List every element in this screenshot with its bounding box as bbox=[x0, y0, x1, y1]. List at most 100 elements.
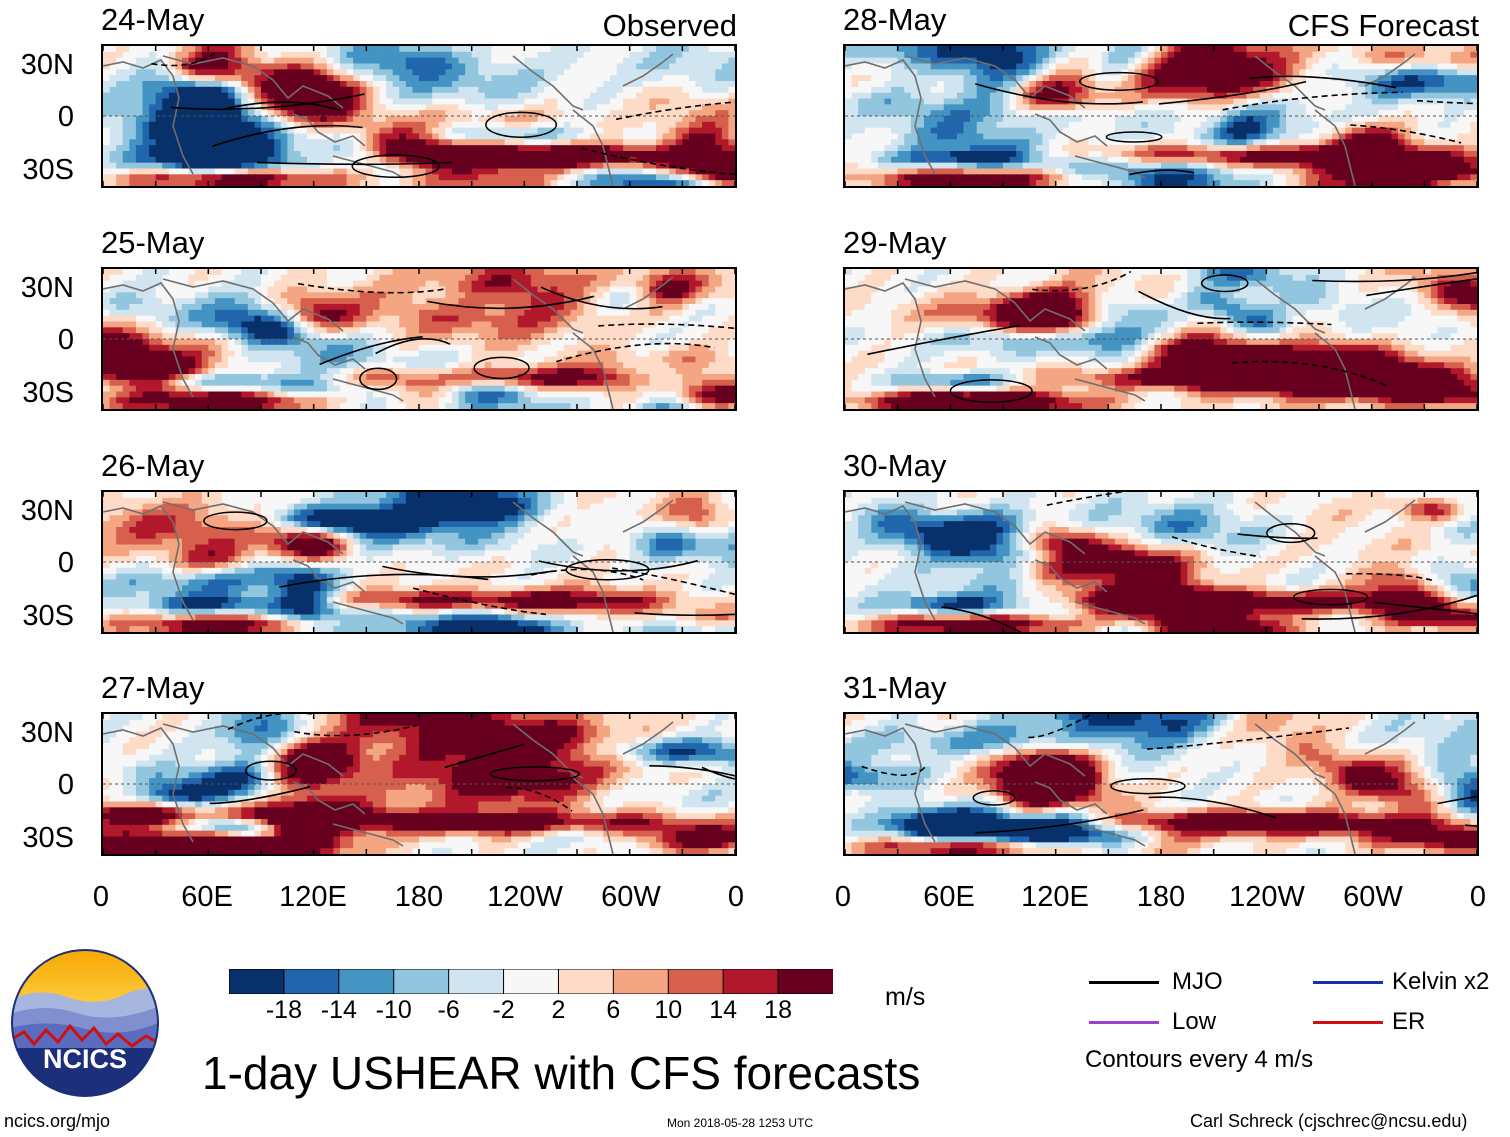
coastline bbox=[1314, 332, 1356, 409]
mjo-contour bbox=[219, 101, 341, 112]
mjo-contour bbox=[485, 111, 558, 138]
colorbar-tick-label: -6 bbox=[437, 996, 460, 1024]
map-panel-24-may bbox=[101, 44, 737, 188]
colorbar-swatch bbox=[777, 969, 833, 994]
colorbar-swatch bbox=[667, 969, 725, 994]
mjo-contour bbox=[1032, 270, 1132, 292]
mjo-contour bbox=[1437, 795, 1477, 805]
mjo-contour bbox=[1266, 523, 1316, 544]
mjo-contour bbox=[565, 559, 650, 581]
coastline bbox=[1034, 113, 1108, 147]
colorbar-tick-label: -2 bbox=[492, 996, 515, 1024]
shading-field bbox=[103, 46, 735, 186]
mjo-contour bbox=[634, 612, 735, 617]
coastline bbox=[1314, 777, 1356, 854]
coastline bbox=[332, 378, 404, 402]
panel-date-27-may: 27-May bbox=[101, 670, 205, 705]
colorbar-tick-label: 2 bbox=[551, 996, 566, 1024]
x-label-60w: 60W bbox=[601, 881, 661, 913]
mjo-contour bbox=[1148, 796, 1277, 819]
observed-header: Observed bbox=[602, 8, 737, 43]
colorbar-tick-label: 18 bbox=[764, 996, 792, 1024]
colorbar-swatch bbox=[448, 969, 505, 994]
ncics-logo: NCICS bbox=[11, 949, 159, 1097]
legend-contour-note: Contours every 4 m/s bbox=[1085, 1046, 1314, 1073]
mjo-contour bbox=[612, 567, 735, 596]
coastline bbox=[572, 332, 614, 409]
x-label-0-end: 0 bbox=[727, 881, 745, 913]
mjo-contour bbox=[1374, 601, 1477, 615]
coastline bbox=[904, 501, 1086, 555]
coastline bbox=[845, 282, 936, 398]
y-label-0: 0 bbox=[57, 324, 74, 356]
mjo-contour bbox=[413, 587, 546, 616]
panel-date-28-may: 28-May bbox=[843, 2, 947, 37]
mjo-contour bbox=[1312, 271, 1477, 283]
coastline bbox=[332, 601, 404, 625]
mjo-contour bbox=[1200, 274, 1249, 293]
coastline bbox=[512, 501, 584, 557]
coastline bbox=[162, 723, 344, 777]
y-label-0: 0 bbox=[57, 769, 74, 801]
mjo-contour bbox=[581, 147, 735, 176]
coastline bbox=[292, 781, 366, 815]
coastline bbox=[512, 278, 584, 334]
mjo-contour bbox=[1346, 572, 1433, 582]
shading-field bbox=[103, 269, 735, 409]
map-panel-25-may bbox=[101, 267, 737, 411]
map-panel-27-may bbox=[101, 712, 737, 856]
chart-title: 1-day USHEAR with CFS forecasts bbox=[202, 1047, 921, 1099]
coastline bbox=[622, 276, 674, 310]
panel-date-31-may: 31-May bbox=[843, 670, 947, 705]
colorbar-tick-label: 6 bbox=[606, 996, 621, 1024]
coastline bbox=[332, 823, 404, 847]
mjo-contour bbox=[975, 83, 1143, 105]
shading-field bbox=[845, 269, 1477, 409]
colorbar-tick-label: 14 bbox=[709, 996, 738, 1024]
map-panel-26-may bbox=[101, 490, 737, 634]
legend-low-label: Low bbox=[1172, 1008, 1217, 1035]
x-label-180: 180 bbox=[394, 881, 444, 913]
coastline bbox=[1254, 723, 1326, 779]
y-label-0: 0 bbox=[57, 101, 74, 133]
coastline bbox=[292, 559, 366, 593]
mjo-contour bbox=[1249, 75, 1397, 89]
mjo-contour bbox=[1079, 71, 1159, 91]
legend-er-line bbox=[1313, 1021, 1383, 1024]
footer-timestamp: Mon 2018-05-28 1253 UTC bbox=[667, 1116, 814, 1130]
mjo-contour bbox=[1028, 714, 1094, 739]
coastline bbox=[572, 555, 614, 632]
map-panel-31-may bbox=[843, 712, 1479, 856]
x-label-0: 0 bbox=[834, 881, 852, 913]
panel-date-29-may: 29-May bbox=[843, 225, 947, 260]
panel-date-26-may: 26-May bbox=[101, 448, 205, 483]
footer-credit: Carl Schreck (cjschrec@ncsu.edu) bbox=[1190, 1111, 1468, 1131]
mjo-contour bbox=[319, 336, 423, 366]
coastline bbox=[622, 721, 674, 755]
coastline bbox=[1254, 501, 1326, 557]
panel-date-25-may: 25-May bbox=[101, 225, 205, 260]
footer-url[interactable]: ncics.org/mjo bbox=[4, 1111, 111, 1131]
mjo-contour bbox=[1292, 588, 1369, 606]
coastline bbox=[292, 113, 366, 147]
mjo-contour bbox=[245, 760, 297, 781]
x-label-120w: 120W bbox=[487, 881, 563, 913]
mjo-contour bbox=[1231, 360, 1388, 387]
colorbar-swatch bbox=[722, 969, 780, 994]
coastline bbox=[1364, 53, 1416, 87]
coastline bbox=[904, 278, 1086, 332]
coastline bbox=[162, 278, 344, 332]
y-label-30s: 30S bbox=[22, 377, 74, 409]
shading-field bbox=[845, 46, 1477, 186]
x-label-60e: 60E bbox=[923, 881, 975, 913]
x-label-0: 0 bbox=[92, 881, 110, 913]
mjo-contour bbox=[540, 286, 663, 310]
colorbar-swatch bbox=[557, 969, 615, 994]
shading-field bbox=[103, 492, 735, 632]
map-panel-30-may bbox=[843, 490, 1479, 634]
mjo-contour bbox=[538, 559, 698, 572]
map-panel-28-may bbox=[843, 44, 1479, 188]
colorbar bbox=[229, 969, 833, 994]
mjo-contour bbox=[294, 724, 418, 737]
mjo-contour bbox=[473, 356, 530, 380]
